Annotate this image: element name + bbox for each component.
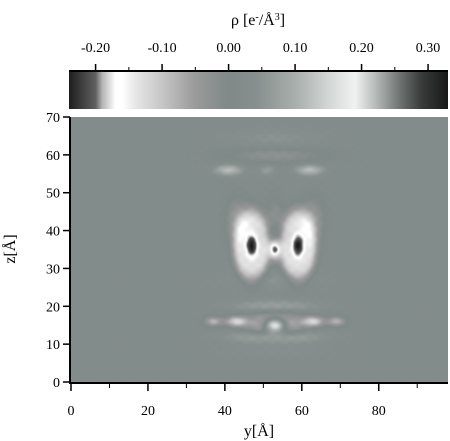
y-axis-tick-label: 10 bbox=[46, 338, 60, 353]
colorbar-tick-label: 0.20 bbox=[349, 41, 374, 56]
y-axis-tick-label: 30 bbox=[46, 262, 60, 277]
y-axis-tick-label: 60 bbox=[46, 149, 60, 164]
y-axis-tick-label: 20 bbox=[46, 300, 60, 315]
colorbar-tick-label: -0.20 bbox=[81, 41, 110, 56]
x-axis-title: y[Å] bbox=[244, 422, 274, 440]
colorbar-ticks bbox=[94, 64, 429, 71]
colorbar-tick-label: 0.30 bbox=[416, 41, 441, 56]
colorbar-tick-label: 0.10 bbox=[283, 41, 308, 56]
x-axis-ticks: 0 20 40 60 80 bbox=[68, 383, 418, 419]
heatmap bbox=[71, 117, 448, 382]
x-axis-tick-label: 0 bbox=[68, 404, 75, 419]
x-axis-tick-label: 40 bbox=[218, 404, 232, 419]
colorbar-tick-labels: -0.20 -0.10 0.00 0.10 0.20 0.30 bbox=[81, 41, 440, 56]
colorbar-title: ρ [e-/Å3] bbox=[231, 11, 285, 29]
x-axis-tick-label: 60 bbox=[295, 404, 309, 419]
y-axis-ticks: 0 10 20 30 40 50 60 70 bbox=[46, 111, 70, 391]
y-axis-tick-label: 70 bbox=[46, 111, 60, 126]
colorbar-tick-label: -0.10 bbox=[148, 41, 177, 56]
y-axis-tick-label: 40 bbox=[46, 225, 60, 240]
y-axis-title: z[Å] bbox=[1, 234, 19, 263]
y-axis-tick-label: 50 bbox=[46, 187, 60, 202]
colorbar bbox=[69, 72, 448, 109]
y-axis-tick-label: 0 bbox=[53, 376, 60, 391]
colorbar-tick-label: 0.00 bbox=[216, 41, 241, 56]
x-axis-tick-label: 80 bbox=[372, 404, 386, 419]
density-map-image bbox=[71, 117, 448, 382]
x-axis-tick-label: 20 bbox=[141, 404, 155, 419]
